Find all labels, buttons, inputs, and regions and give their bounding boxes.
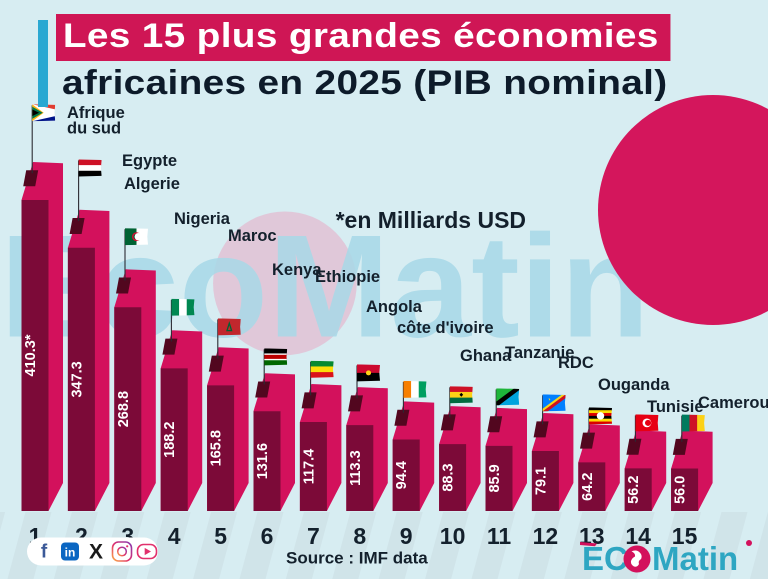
svg-text:6: 6 xyxy=(261,523,274,549)
svg-text:Maroc: Maroc xyxy=(228,227,277,245)
svg-text:Angola: Angola xyxy=(366,298,423,316)
svg-text:85.9: 85.9 xyxy=(487,464,503,492)
svg-text:8: 8 xyxy=(353,523,366,549)
svg-text:Ouganda: Ouganda xyxy=(598,376,670,394)
svg-text:Cameroun: Cameroun xyxy=(698,394,768,412)
svg-text:*en Milliards USD: *en Milliards USD xyxy=(336,207,526,233)
svg-text:56.2: 56.2 xyxy=(626,476,642,504)
svg-text:X: X xyxy=(89,541,103,564)
svg-text:410.3*: 410.3* xyxy=(23,334,39,376)
svg-text:Egypte: Egypte xyxy=(122,152,177,170)
svg-text:79.1: 79.1 xyxy=(533,467,549,495)
svg-text:7: 7 xyxy=(307,523,320,549)
svg-text:188.2: 188.2 xyxy=(162,422,178,458)
svg-text:Source : IMF data: Source : IMF data xyxy=(286,548,428,567)
svg-text:in: in xyxy=(65,546,76,560)
svg-text:11: 11 xyxy=(487,523,512,549)
svg-text:12: 12 xyxy=(533,523,559,549)
svg-text:165.8: 165.8 xyxy=(209,430,225,466)
svg-text:du sud: du sud xyxy=(67,120,121,138)
svg-text:94.4: 94.4 xyxy=(394,461,410,489)
svg-text:88.3: 88.3 xyxy=(441,463,457,491)
svg-text:9: 9 xyxy=(400,523,413,549)
svg-text:131.6: 131.6 xyxy=(255,443,271,479)
svg-text:5: 5 xyxy=(214,523,227,549)
svg-text:14: 14 xyxy=(625,523,651,549)
svg-text:Ethiopie: Ethiopie xyxy=(315,268,380,286)
svg-text:56.0: 56.0 xyxy=(673,476,689,504)
svg-text:Nigeria: Nigeria xyxy=(174,210,231,228)
svg-text:Matin: Matin xyxy=(652,540,738,577)
svg-text:Algerie: Algerie xyxy=(124,175,180,193)
svg-text:347.3: 347.3 xyxy=(69,361,85,397)
svg-text:Tunisie: Tunisie xyxy=(647,398,704,416)
svg-text:4: 4 xyxy=(168,523,181,549)
svg-text:f: f xyxy=(41,542,48,563)
svg-text:64.2: 64.2 xyxy=(580,473,596,501)
svg-text:10: 10 xyxy=(440,523,466,549)
svg-text:RDC: RDC xyxy=(558,354,594,372)
svg-text:268.8: 268.8 xyxy=(116,391,132,427)
svg-text:113.3: 113.3 xyxy=(348,450,364,486)
svg-text:117.4: 117.4 xyxy=(301,449,317,485)
svg-text:côte d'ivoire: côte d'ivoire xyxy=(397,319,494,337)
